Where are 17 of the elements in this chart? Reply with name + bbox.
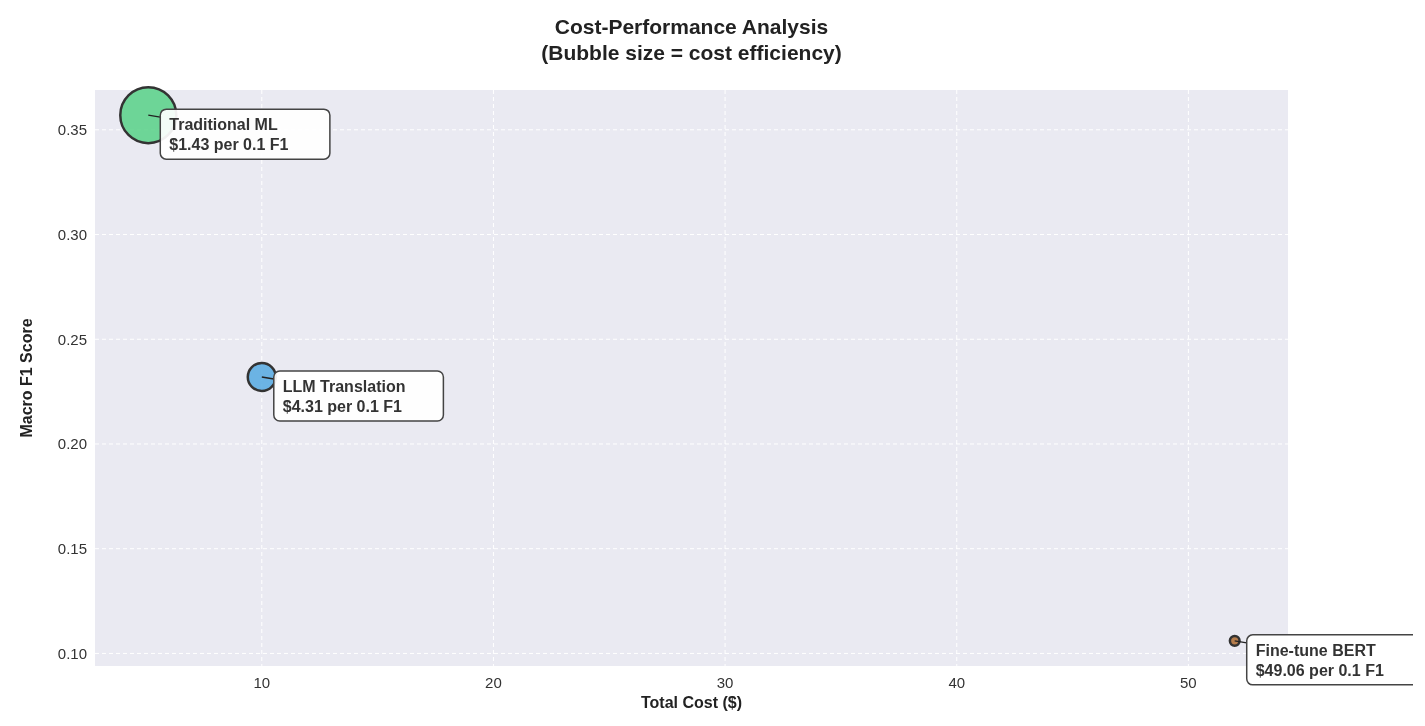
annotation: LLM Translation $4.31 per 0.1 F1 xyxy=(282,377,406,415)
x-tick-label: 30 xyxy=(716,674,734,691)
annotation: Traditional ML $1.43 per 0.1 F1 xyxy=(169,116,289,154)
annotation: Fine-tune BERT $49.06 per 0.1 F1 xyxy=(1255,641,1384,679)
y-tick-label: 0.10 xyxy=(57,644,87,662)
x-tick-label: 50 xyxy=(1180,674,1197,691)
y-tick-label: 0.15 xyxy=(57,539,87,557)
chart-title: Cost-Performance Analysis (Bubble size = cost efficiency) xyxy=(541,15,842,64)
x-tick-label: 10 xyxy=(253,674,271,691)
x-axis-title: Total Cost ($) xyxy=(640,694,743,711)
y-tick-label: 0.20 xyxy=(57,435,87,453)
y-axis-title: Macro F1 Score xyxy=(18,318,35,438)
x-tick-label: 40 xyxy=(948,674,966,691)
y-tick-label: 0.30 xyxy=(57,225,87,243)
y-tick-label: 0.25 xyxy=(57,330,87,348)
y-tick-label: 0.35 xyxy=(57,121,87,139)
x-tick-label: 20 xyxy=(485,674,502,691)
